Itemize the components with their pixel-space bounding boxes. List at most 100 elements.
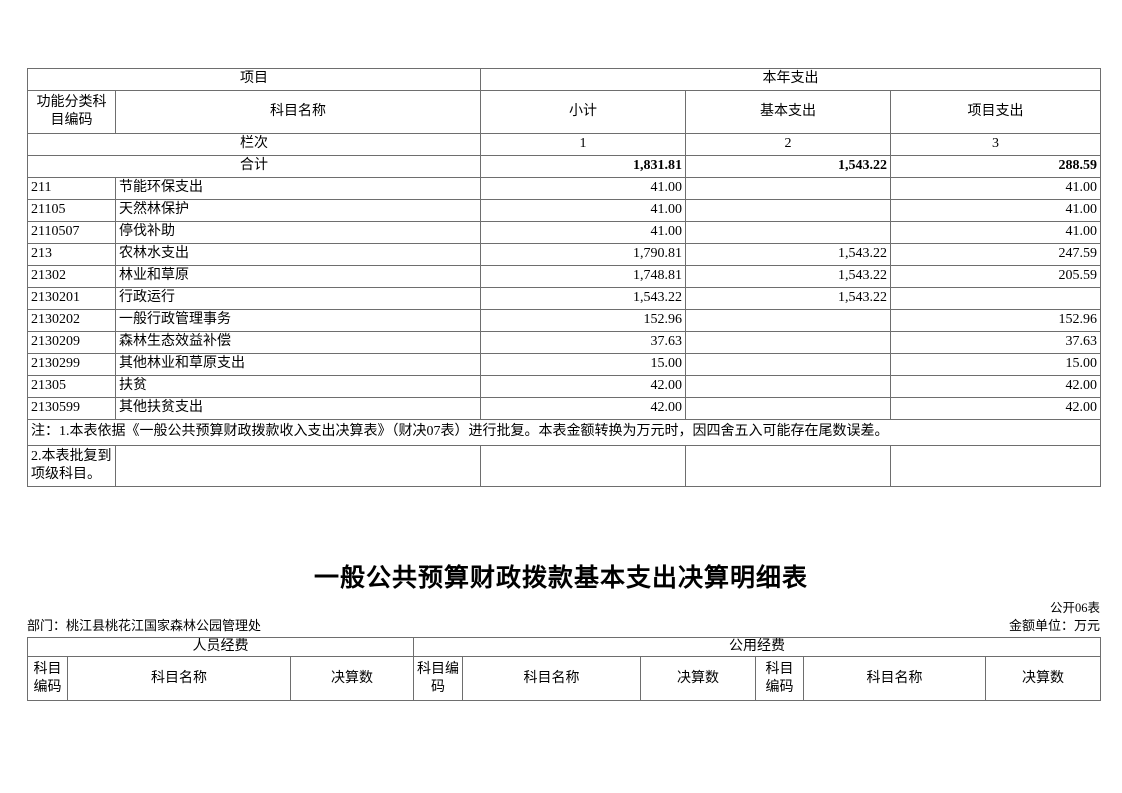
meta-row: 部门：桃江县桃花江国家森林公园管理处 金额单位：万元	[27, 615, 1100, 634]
basic-expenditure-cell: 1,543.22	[685, 265, 891, 288]
final-amount-header: 决算数	[640, 656, 756, 702]
subject-name-cell: 一般行政管理事务	[115, 309, 481, 332]
personnel-expense-group-header: 人员经费	[27, 636, 414, 658]
function-code-cell: 2130201	[27, 287, 116, 310]
table-row: 213 农林水支出 1,790.81 1,543.22 247.59	[27, 243, 1101, 266]
subtotal-cell: 42.00	[480, 375, 686, 398]
function-code-cell: 21105	[27, 199, 116, 222]
function-code-cell: 211	[27, 177, 116, 200]
subtotal-cell: 1,543.22	[480, 287, 686, 310]
subject-name-cell: 其他扶贫支出	[115, 397, 481, 420]
subject-name-cell: 森林生态效益补偿	[115, 331, 481, 354]
final-amount-header: 决算数	[985, 656, 1101, 702]
amount-unit-label: 金额单位：万元	[1008, 618, 1100, 633]
subject-name-header: 科目名称	[115, 90, 481, 134]
year-expenditure-group-header: 本年支出	[480, 68, 1101, 91]
project-expenditure-cell: 15.00	[890, 353, 1101, 376]
subject-name-cell: 其他林业和草原支出	[115, 353, 481, 376]
table-row: 2130299 其他林业和草原支出 15.00 15.00	[27, 353, 1101, 376]
subtotal-cell: 1,748.81	[480, 265, 686, 288]
project-expenditure-cell: 205.59	[890, 265, 1101, 288]
subject-name-cell: 农林水支出	[115, 243, 481, 266]
table-row: 2130599 其他扶贫支出 42.00 42.00	[27, 397, 1101, 420]
subtotal-cell: 152.96	[480, 309, 686, 332]
project-expenditure-cell: 41.00	[890, 177, 1101, 200]
column-header-row: 功能分类科目编码 科目名称 小计 基本支出 项目支出	[27, 90, 1101, 134]
note-row: 2.本表批复到项级科目。	[27, 445, 1101, 487]
basic-expenditure-cell	[685, 309, 891, 332]
subtotal-cell: 41.00	[480, 177, 686, 200]
function-code-cell: 2110507	[27, 221, 116, 244]
empty-cell	[685, 445, 891, 487]
function-code-cell: 21305	[27, 375, 116, 398]
subtotal-cell: 15.00	[480, 353, 686, 376]
basic-expenditure-cell	[685, 177, 891, 200]
project-expenditure-cell: 42.00	[890, 375, 1101, 398]
basic-expenditure-detail-table: 人员经费 公用经费 科目编码 科目名称 决算数 科目编码 科目名称 决算数 科目…	[27, 636, 1101, 702]
table-row: 2130201 行政运行 1,543.22 1,543.22	[27, 287, 1101, 310]
subject-name-cell: 扶贫	[115, 375, 481, 398]
table-row: 21305 扶贫 42.00 42.00	[27, 375, 1101, 398]
total-label: 合计	[27, 155, 481, 178]
empty-cell	[890, 445, 1101, 487]
function-code-cell: 2130599	[27, 397, 116, 420]
function-code-cell: 21302	[27, 265, 116, 288]
project-group-header: 项目	[27, 68, 481, 91]
project-expenditure-cell: 41.00	[890, 199, 1101, 222]
column-index-2: 2	[685, 133, 891, 156]
function-code-cell: 2130299	[27, 353, 116, 376]
project-expenditure-cell: 41.00	[890, 221, 1101, 244]
page-title: 一般公共预算财政拨款基本支出决算明细表	[313, 564, 808, 592]
subject-name-header: 科目名称	[803, 656, 986, 702]
total-project-cell: 288.59	[890, 155, 1101, 178]
basic-expenditure-cell	[685, 199, 891, 222]
basic-expenditure-cell	[685, 353, 891, 376]
table-code-label: 公开06表	[1049, 601, 1100, 615]
basic-expenditure-cell	[685, 375, 891, 398]
total-subtotal-cell: 1,831.81	[480, 155, 686, 178]
subtotal-cell: 41.00	[480, 221, 686, 244]
function-code-header: 功能分类科目编码	[27, 90, 116, 134]
project-expenditure-cell	[890, 287, 1101, 310]
subject-name-header: 科目名称	[67, 656, 291, 702]
basic-expenditure-cell: 1,543.22	[685, 287, 891, 310]
subtotal-cell: 1,790.81	[480, 243, 686, 266]
department-label: 部门：桃江县桃花江国家森林公园管理处	[27, 618, 262, 633]
table-note-1: 注：1.本表依据《一般公共预算财政拨款收入支出决算表》（财决07表）进行批复。本…	[27, 419, 1101, 446]
empty-cell	[115, 445, 481, 487]
table-note-2: 2.本表批复到项级科目。	[27, 445, 116, 487]
detail-column-header-row: 科目编码 科目名称 决算数 科目编码 科目名称 决算数 科目编码 科目名称 决算…	[27, 656, 1101, 702]
subject-name-cell: 行政运行	[115, 287, 481, 310]
total-basic-cell: 1,543.22	[685, 155, 891, 178]
column-index-3: 3	[890, 133, 1101, 156]
expense-group-header-row: 人员经费 公用经费	[27, 636, 1101, 658]
subject-name-cell: 节能环保支出	[115, 177, 481, 200]
basic-expenditure-cell	[685, 331, 891, 354]
column-index-row: 栏次 1 2 3	[27, 133, 1101, 156]
total-row: 合计 1,831.81 1,543.22 288.59	[27, 155, 1101, 178]
subtotal-cell: 37.63	[480, 331, 686, 354]
function-code-cell: 213	[27, 243, 116, 266]
basic-expenditure-cell	[685, 221, 891, 244]
table-row: 2130209 森林生态效益补偿 37.63 37.63	[27, 331, 1101, 354]
subject-name-cell: 林业和草原	[115, 265, 481, 288]
public-expense-group-header: 公用经费	[413, 636, 1101, 658]
function-code-cell: 2130202	[27, 309, 116, 332]
subtotal-cell: 42.00	[480, 397, 686, 420]
empty-cell	[480, 445, 686, 487]
table-row: 2130202 一般行政管理事务 152.96 152.96	[27, 309, 1101, 332]
column-index-1: 1	[480, 133, 686, 156]
project-expenditure-cell: 247.59	[890, 243, 1101, 266]
basic-expenditure-cell: 1,543.22	[685, 243, 891, 266]
basic-expenditure-header: 基本支出	[685, 90, 891, 134]
subject-code-header: 科目编码	[413, 656, 463, 702]
table-row: 211 节能环保支出 41.00 41.00	[27, 177, 1101, 200]
subtotal-cell: 41.00	[480, 199, 686, 222]
final-amount-header: 决算数	[290, 656, 414, 702]
table-row: 21302 林业和草原 1,748.81 1,543.22 205.59	[27, 265, 1101, 288]
column-index-label: 栏次	[27, 133, 481, 156]
subject-code-header: 科目编码	[27, 656, 68, 702]
subject-name-header: 科目名称	[462, 656, 641, 702]
subtotal-header: 小计	[480, 90, 686, 134]
